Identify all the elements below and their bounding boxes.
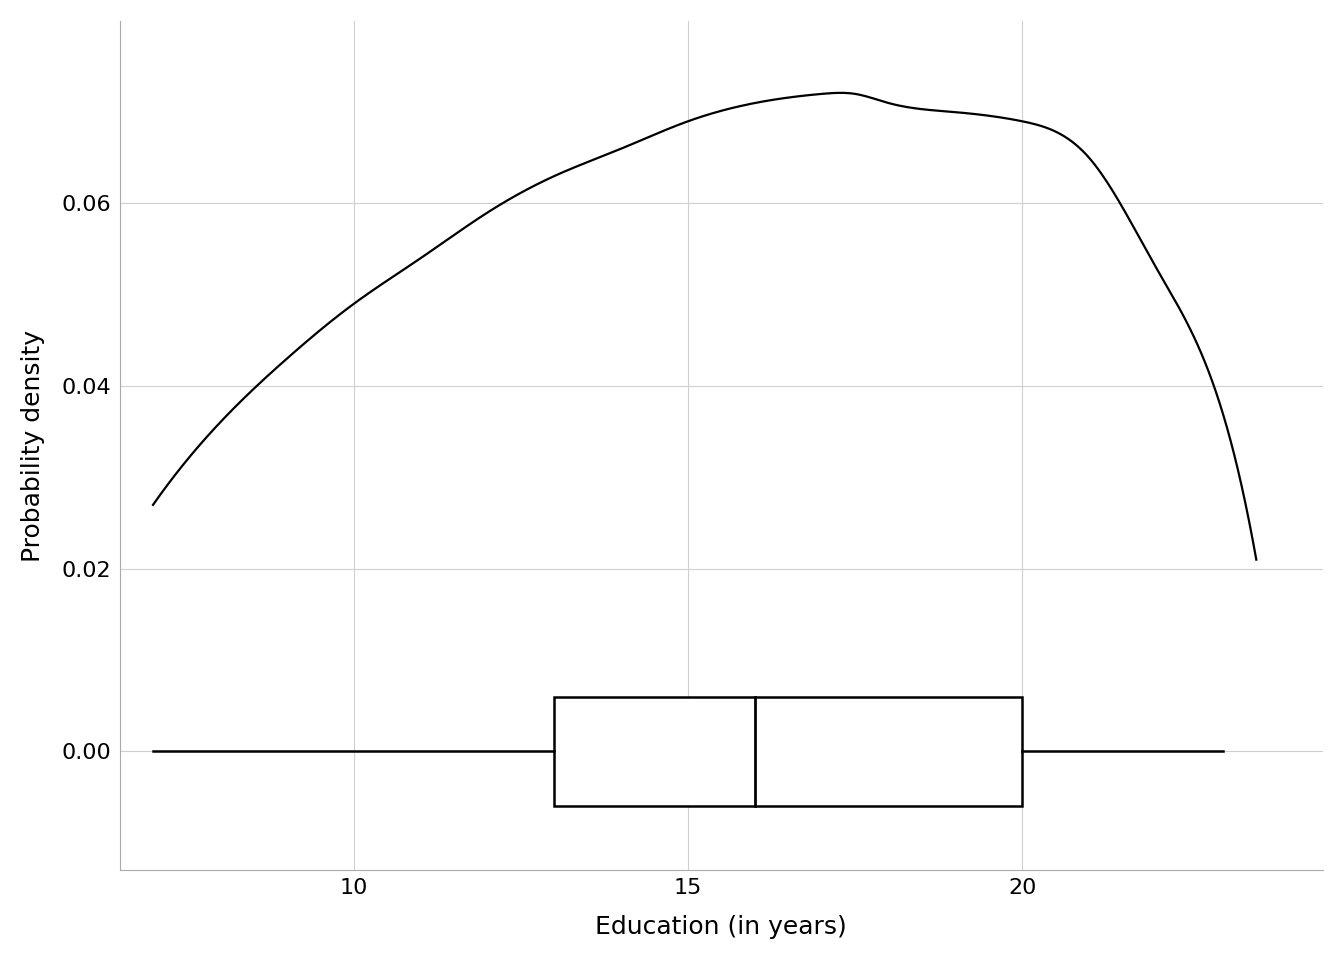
Bar xyxy=(554,697,1023,806)
X-axis label: Education (in years): Education (in years) xyxy=(595,915,847,939)
Y-axis label: Probability density: Probability density xyxy=(22,329,44,562)
